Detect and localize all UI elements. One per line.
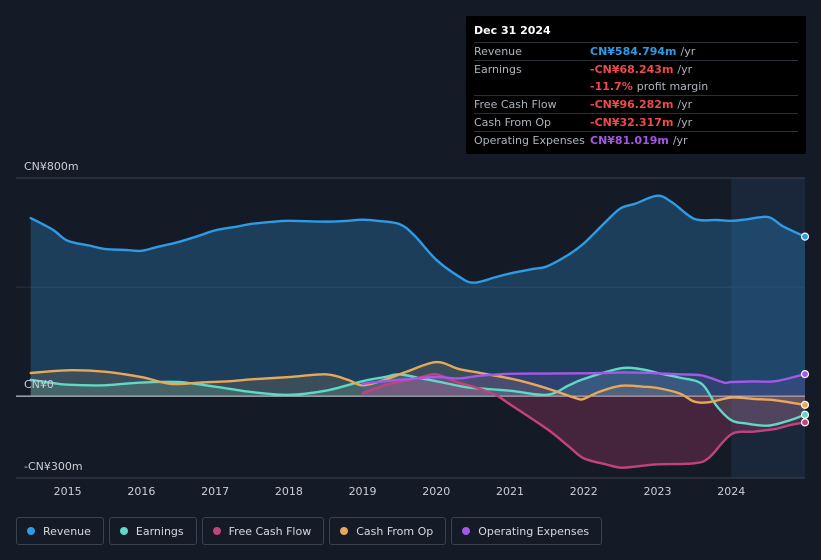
tooltip-row-unit: profit margin — [636, 80, 709, 93]
forecast-highlight — [731, 178, 805, 478]
area-revenue — [30, 195, 805, 397]
legend-item-operating-expenses[interactable]: Operating Expenses — [451, 517, 603, 545]
legend-label: Earnings — [135, 524, 184, 538]
endpoint-cash-from-op — [800, 400, 810, 410]
x-tick-label: 2024 — [717, 485, 745, 498]
tooltip-row-label: Operating Expenses — [474, 134, 585, 147]
legend-label: Revenue — [43, 524, 91, 538]
x-tick-label: 2017 — [201, 485, 229, 498]
endpoint-earnings — [800, 410, 810, 419]
tooltip-row: Operating Expenses CN¥81.019m/yr — [474, 131, 798, 149]
tooltip-row: Cash From Op -CN¥32.317m/yr — [474, 113, 798, 131]
x-tick-label: 2015 — [54, 485, 82, 498]
tooltip-rows: Revenue CN¥584.794m/yr Earnings -CN¥68.243m… — [474, 42, 798, 149]
endpoint-operating-expenses — [800, 369, 810, 379]
tooltip-date: Dec 31 2024 — [474, 24, 551, 37]
line-free-cash-flow — [361, 372, 807, 469]
series-endpoints — [800, 232, 810, 427]
tooltip-row-value: -CN¥32.317m — [590, 116, 674, 129]
tooltip-row-label: Cash From Op — [474, 116, 552, 129]
x-tick-label: 2021 — [496, 485, 524, 498]
tooltip-row-unit: /yr — [680, 45, 696, 58]
area-cash-from-op — [30, 362, 805, 405]
legend-item-earnings[interactable]: Earnings — [108, 517, 197, 545]
legend-dot-icon — [27, 527, 35, 535]
legend-label: Free Cash Flow — [228, 524, 312, 538]
tooltip-row: Earnings -CN¥68.243m/yr — [474, 60, 798, 78]
legend-dot-icon — [462, 527, 471, 535]
y-label-top: CN¥800m — [24, 160, 79, 173]
legend-item-revenue[interactable]: Revenue — [16, 517, 104, 545]
legend-dot-icon — [340, 527, 349, 535]
tooltip-row-value: CN¥584.794m — [590, 45, 677, 58]
legend-item-cash-from-op[interactable]: Cash From Op — [329, 517, 447, 545]
legend: Revenue Earnings Free Cash Flow Cash From O… — [16, 517, 603, 545]
line-earnings — [29, 366, 807, 427]
gridlines — [16, 177, 805, 479]
endpoint-free-cash-flow — [800, 418, 810, 427]
area-free-cash-flow — [362, 374, 805, 468]
legend-dot-icon — [212, 527, 221, 535]
tooltip-row-label: Earnings — [474, 63, 522, 76]
series-lines — [29, 194, 807, 469]
line-cash-from-op — [29, 360, 807, 407]
area-operating-expenses — [362, 372, 805, 397]
tooltip-panel: Dec 31 2024 Revenue CN¥584.794m/yr Earning… — [466, 16, 806, 154]
x-tick-label: 2016 — [127, 485, 155, 498]
tooltip-row-unit: /yr — [672, 134, 688, 147]
legend-item-free-cash-flow[interactable]: Free Cash Flow — [201, 517, 325, 545]
legend-label: Cash From Op — [356, 524, 434, 538]
x-tick-label: 2023 — [644, 485, 672, 498]
tooltip-row-unit: /yr — [677, 63, 693, 76]
y-label-zero: CN¥0 — [24, 378, 54, 391]
tooltip-row: Revenue CN¥584.794m/yr — [474, 42, 798, 60]
legend-label: Operating Expenses — [478, 524, 590, 538]
x-axis-ticks: 2015 2016 2017 2018 2019 2020 2021 2022 2023 2024 — [54, 485, 746, 498]
endpoint-revenue — [800, 232, 810, 241]
x-tick-label: 2019 — [349, 485, 377, 498]
line-operating-expenses — [361, 371, 807, 386]
tooltip-row-value: -CN¥68.243m — [590, 63, 674, 76]
tooltip-row: -11.7% profit margin — [474, 78, 798, 95]
tooltip-row-value: -11.7% — [590, 80, 633, 93]
area-earnings — [30, 367, 805, 426]
tooltip-row-label: Free Cash Flow — [474, 98, 557, 111]
x-tick-label: 2020 — [422, 485, 450, 498]
tooltip-row-unit: /yr — [677, 116, 693, 129]
tooltip-row-label: Revenue — [474, 45, 522, 58]
tooltip-row-value: CN¥81.019m — [590, 134, 669, 147]
y-label-bottom: -CN¥300m — [24, 460, 83, 473]
tooltip-row-value: -CN¥96.282m — [590, 98, 674, 111]
legend-dot-icon — [119, 527, 128, 535]
series-areas — [30, 195, 805, 468]
x-tick-label: 2022 — [570, 485, 598, 498]
tooltip-row-unit: /yr — [677, 98, 693, 111]
line-revenue — [29, 194, 807, 284]
tooltip-row: Free Cash Flow -CN¥96.282m/yr — [474, 95, 798, 113]
x-tick-label: 2018 — [275, 485, 303, 498]
